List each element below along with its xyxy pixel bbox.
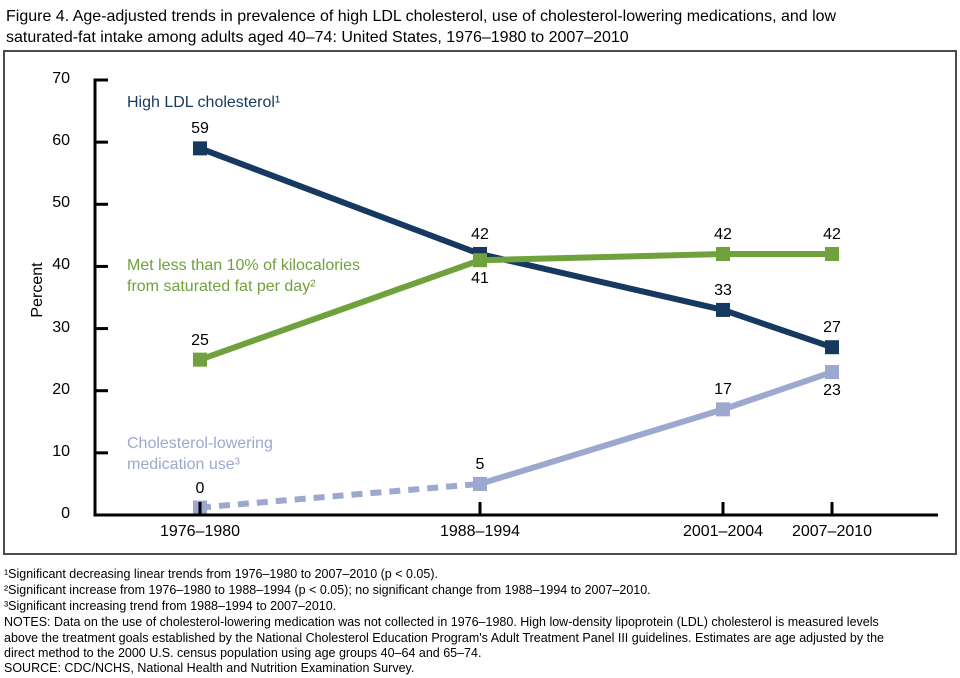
point-label: 33 <box>714 281 732 299</box>
footnote-3: ³Significant increasing trend from 1988–… <box>4 599 337 613</box>
point-label: 23 <box>823 382 841 400</box>
y-tick-label: 60 <box>52 132 70 150</box>
series-0-marker-0 <box>193 141 207 156</box>
point-label: 42 <box>471 226 489 243</box>
chart-frame <box>3 50 957 555</box>
series-0-line <box>198 145 833 351</box>
series-2-marker-2 <box>716 402 730 417</box>
chart-notes: NOTES: Data on the use of cholesterol-lo… <box>4 615 884 660</box>
series-2-marker-1 <box>473 476 487 491</box>
y-tick-label: 10 <box>52 442 70 460</box>
y-tick-label: 70 <box>52 70 70 87</box>
point-label: 41 <box>471 270 489 288</box>
x-tick-label: 2007–2010 <box>791 523 873 540</box>
x-tick-label: 2001–2004 <box>682 523 764 540</box>
y-tick-label: 30 <box>52 318 70 336</box>
x-tick-label: 1976–1980 <box>159 523 241 540</box>
series-label-high-ldl-cholesterol: High LDL cholesterol¹ <box>127 94 281 111</box>
series-0-marker-3 <box>825 340 839 355</box>
point-label: 25 <box>191 331 209 349</box>
figure-title: Figure 4. Age-adjusted trends in prevale… <box>6 8 837 46</box>
series-2-line-dashed <box>199 480 481 511</box>
y-tick-label: 0 <box>61 505 70 522</box>
point-label: 42 <box>823 226 841 243</box>
series-1-marker-1 <box>473 253 487 268</box>
series-2-line <box>479 369 833 487</box>
point-label: 59 <box>191 120 209 138</box>
series-1-marker-2 <box>716 247 730 261</box>
series-2-marker-3 <box>825 365 839 380</box>
series-1-marker-3 <box>825 247 839 261</box>
y-tick-label: 40 <box>52 256 70 274</box>
x-tick-label: 1988–1994 <box>439 523 521 540</box>
series-1-line <box>198 251 832 363</box>
series-1-marker-0 <box>193 352 207 367</box>
y-tick-label: 50 <box>52 194 70 212</box>
point-label: 27 <box>823 319 841 337</box>
point-label: 42 <box>714 226 732 243</box>
footnote-1: ¹Significant decreasing linear trends fr… <box>4 567 438 581</box>
point-label: 5 <box>475 455 485 473</box>
footnote-2: ²Significant increase from 1976–1980 to … <box>4 583 651 597</box>
chart-source: SOURCE: CDC/NCHS, National Health and Nu… <box>4 661 415 675</box>
series-0-marker-2 <box>716 302 730 317</box>
y-tick-label: 20 <box>52 380 70 398</box>
series-label-saturated-fat: Met less than 10% of kilocalories from s… <box>127 257 360 295</box>
series-label-medication-use: Cholesterol-lowering medication use³ <box>127 435 273 473</box>
point-label: 0 <box>195 479 205 497</box>
point-label: 17 <box>714 381 732 399</box>
